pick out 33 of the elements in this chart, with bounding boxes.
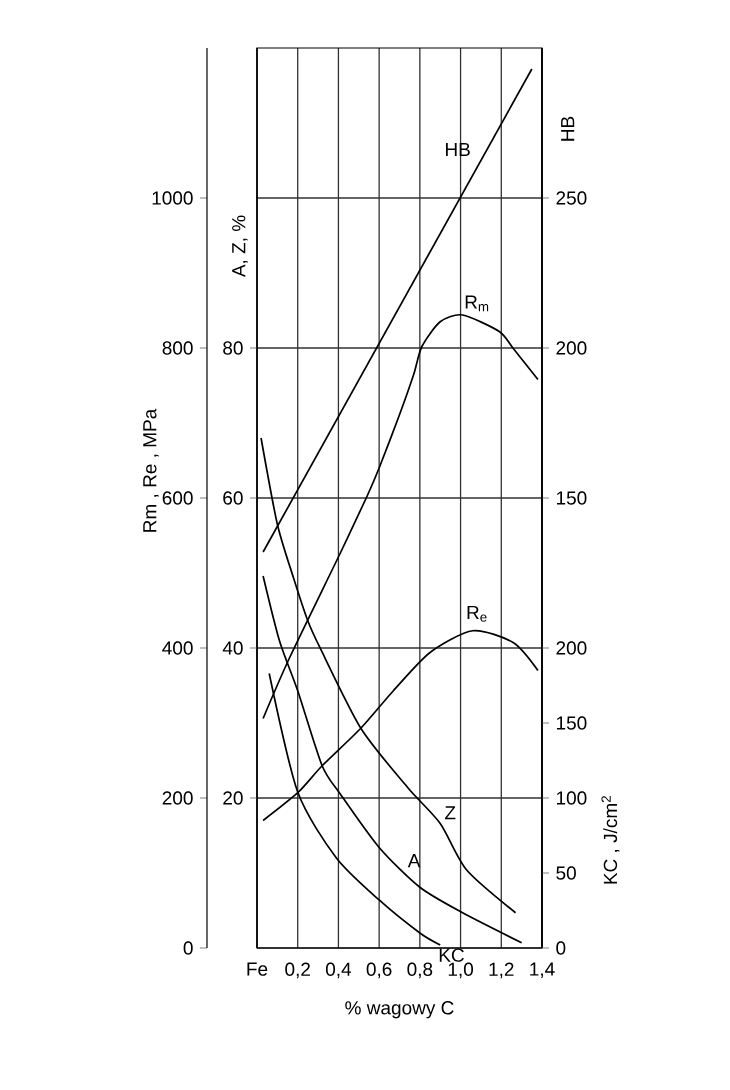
x-tick-label: 0,6: [366, 962, 392, 979]
x-axis-title: % wagowy C: [345, 1001, 454, 1019]
x-tick-label: 0,4: [325, 962, 352, 979]
y-tick-label: 400: [162, 641, 193, 655]
series-label: R$_{e}$: [467, 605, 487, 622]
y-tick-label: 100: [556, 791, 587, 805]
series-label: KC: [439, 948, 464, 962]
y2-axis-title: A, Z, %: [232, 215, 248, 278]
y3-tick-label: 250: [556, 191, 587, 205]
y-tick-label: 50: [556, 866, 576, 880]
x-tick-label: 1,4: [530, 962, 555, 979]
y-tick-label: 800: [162, 341, 193, 355]
y2-tick-label: 60: [223, 491, 243, 505]
x-tick-label: 0,2: [285, 962, 310, 979]
x-tick-label: Fe: [247, 962, 268, 976]
y3-axis-title: HB: [561, 116, 575, 141]
series-label: Z: [445, 806, 456, 820]
y-axis-title: KC , J/cm$^{2}$: [601, 796, 620, 884]
x-tick-label: 1,2: [489, 962, 514, 979]
y-tick-label: 200: [162, 791, 193, 805]
y-tick-label: 600: [162, 491, 193, 505]
y-tick-label: 200: [556, 641, 587, 655]
y2-tick-label: 40: [222, 641, 243, 655]
y-tick-label: 1000: [152, 191, 193, 205]
y2-tick-label: 80: [223, 341, 243, 355]
y-tick-label: 0: [183, 941, 193, 955]
y-axis-title: Rm , Re , MPa: [143, 408, 159, 532]
y2-tick-label: 20: [223, 791, 243, 805]
x-tick-label: 1,0: [448, 962, 474, 979]
y-tick-label: 0: [556, 941, 566, 955]
x-tick-label: 0,8: [407, 962, 433, 979]
y-tick-label: 150: [556, 716, 587, 730]
series-label: R$_{m}$: [465, 295, 489, 312]
